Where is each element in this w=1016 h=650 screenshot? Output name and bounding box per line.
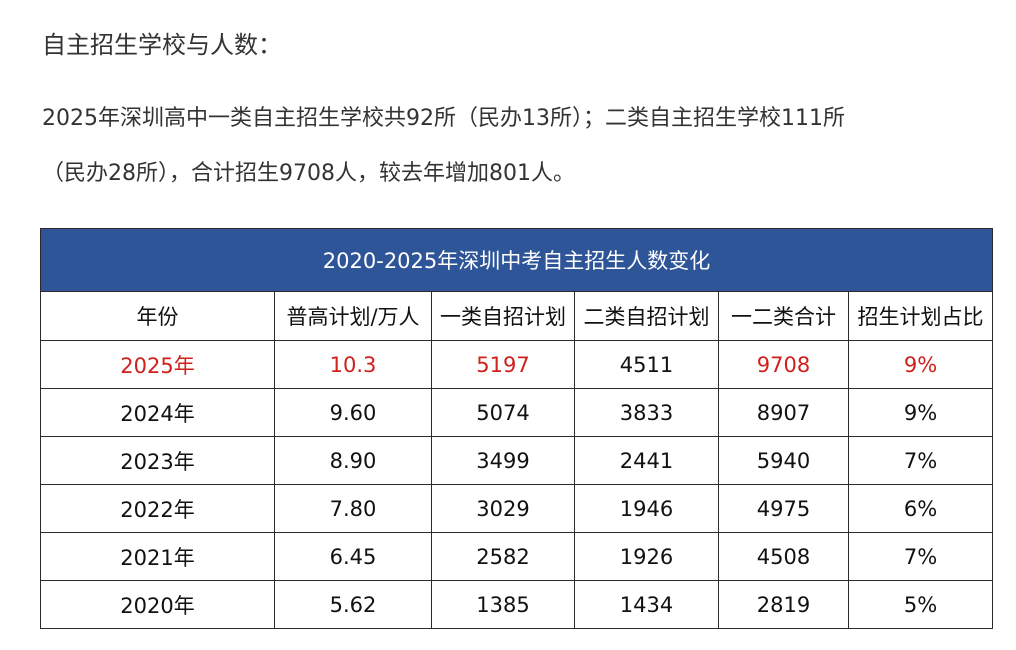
cell-total: 9708 [718, 340, 849, 389]
cell-general-high-plan: 9.60 [274, 388, 432, 437]
column-header-class2-plan: 二类自招计划 [574, 291, 719, 341]
cell-total: 4508 [718, 532, 849, 581]
cell-general-high-plan: 6.45 [274, 532, 432, 581]
cell-ratio: 9% [847, 340, 994, 389]
cell-class1-plan: 5197 [431, 340, 575, 389]
cell-total: 5940 [718, 436, 849, 485]
cell-class1-plan: 5074 [431, 388, 575, 437]
cell-general-high-plan: 8.90 [274, 436, 432, 485]
cell-ratio: 7% [847, 532, 994, 581]
cell-general-high-plan: 7.80 [274, 484, 432, 533]
cell-ratio: 6% [847, 484, 994, 533]
cell-year: 2024年 [40, 388, 275, 437]
cell-total: 4975 [718, 484, 849, 533]
cell-class2-plan: 2441 [574, 436, 719, 485]
cell-class2-plan: 1434 [574, 580, 719, 629]
column-header-total: 一二类合计 [718, 291, 849, 341]
column-header-general-high-plan: 普高计划/万人 [274, 291, 432, 341]
cell-class1-plan: 1385 [431, 580, 575, 629]
summary-line-2: （民办28所），合计招生9708人，较去年增加801人。 [42, 161, 575, 186]
cell-year: 2023年 [40, 436, 275, 485]
table-row: 2022年 7.80 3029 1946 4975 6% [40, 484, 994, 533]
column-header-ratio: 招生计划占比 [847, 291, 994, 341]
cell-ratio: 9% [847, 388, 994, 437]
table-row: 2023年 8.90 3499 2441 5940 7% [40, 436, 994, 485]
table-header-row: 年份 普高计划/万人 一类自招计划 二类自招计划 一二类合计 招生计划占比 [40, 291, 994, 341]
cell-total: 8907 [718, 388, 849, 437]
summary-line-1: 2025年深圳高中一类自主招生学校共92所（民办13所）；二类自主招生学校111… [42, 106, 845, 131]
cell-ratio: 5% [847, 580, 994, 629]
cell-total: 2819 [718, 580, 849, 629]
table-title: 2020-2025年深圳中考自主招生人数变化 [39, 228, 994, 292]
column-header-year: 年份 [40, 291, 275, 341]
column-header-class1-plan: 一类自招计划 [431, 291, 575, 341]
cell-class1-plan: 3029 [431, 484, 575, 533]
cell-class2-plan: 1946 [574, 484, 719, 533]
enrollment-table: 2020-2025年深圳中考自主招生人数变化 年份 普高计划/万人 一类自招计划… [39, 228, 994, 629]
cell-class1-plan: 3499 [431, 436, 575, 485]
table-row: 2024年 9.60 5074 3833 8907 9% [40, 388, 994, 437]
cell-class2-plan: 3833 [574, 388, 719, 437]
cell-year: 2022年 [40, 484, 275, 533]
cell-general-high-plan: 10.3 [274, 340, 432, 389]
cell-class1-plan: 2582 [431, 532, 575, 581]
cell-ratio: 7% [847, 436, 994, 485]
cell-year: 2021年 [40, 532, 275, 581]
cell-class2-plan: 4511 [574, 340, 719, 389]
cell-general-high-plan: 5.62 [274, 580, 432, 629]
table-row: 2021年 6.45 2582 1926 4508 7% [40, 532, 994, 581]
table-row: 2020年 5.62 1385 1434 2819 5% [40, 580, 994, 629]
cell-year: 2020年 [40, 580, 275, 629]
table-title-row: 2020-2025年深圳中考自主招生人数变化 [39, 228, 994, 292]
cell-class2-plan: 1926 [574, 532, 719, 581]
section-heading: 自主招生学校与人数： [42, 31, 282, 59]
table-row: 2025年 10.3 5197 4511 9708 9% [40, 340, 994, 389]
cell-year: 2025年 [40, 340, 275, 389]
